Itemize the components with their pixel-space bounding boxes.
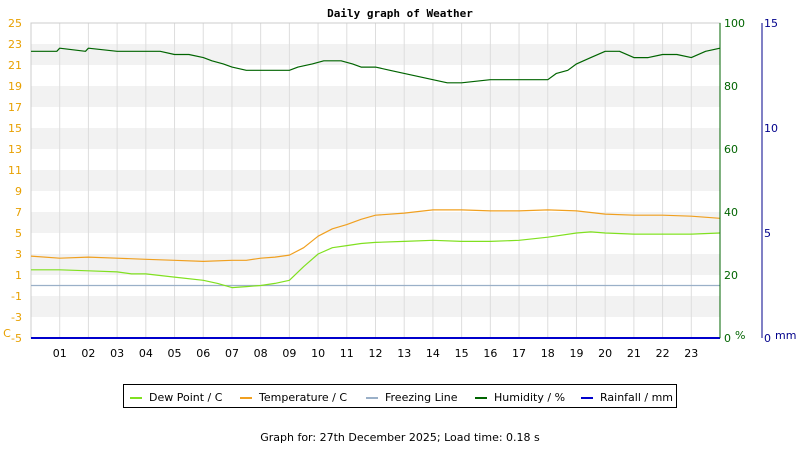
left-tick-label: 15	[8, 122, 22, 135]
x-tick-label: 12	[369, 347, 383, 360]
left-tick-label: 5	[15, 227, 22, 240]
legend-swatch-freezing-line	[366, 397, 378, 399]
series-line-temperature	[30, 209, 721, 262]
x-tick-label: 22	[656, 347, 670, 360]
x-tick-label: 01	[53, 347, 67, 360]
legend-swatch-temperature	[240, 397, 252, 399]
x-tick-label: 13	[397, 347, 411, 360]
legend-label-freezing-line: Freezing Line	[385, 391, 458, 404]
x-tick-label: 03	[110, 347, 124, 360]
left-tick-label: 23	[8, 38, 22, 51]
left-tick-label: 13	[8, 143, 22, 156]
x-tick-label: 23	[684, 347, 698, 360]
humidity-tick-label: 0	[724, 332, 731, 345]
legend-label-temperature: Temperature / C	[259, 391, 348, 404]
graph-footer: Graph for: 27th December 2025; Load time…	[260, 431, 540, 444]
x-tick-label: 17	[512, 347, 526, 360]
x-tick-label: 18	[541, 347, 555, 360]
legend-swatch-rainfall	[581, 397, 593, 399]
rainfall-tick-label: 0	[764, 332, 771, 345]
left-tick-label: 7	[15, 206, 22, 219]
legend-label-dew-point: Dew Point / C	[149, 391, 223, 404]
x-tick-label: 04	[139, 347, 153, 360]
legend: Dew Point / C Temperature / C Freezing L…	[123, 384, 677, 408]
legend-label-rainfall: Rainfall / mm	[600, 391, 674, 404]
left-tick-label: -1	[11, 290, 22, 303]
x-tick-label: 14	[426, 347, 440, 360]
rainfall-tick-label: 5	[764, 227, 771, 240]
x-tick-label: 20	[598, 347, 612, 360]
x-tick-label: 02	[81, 347, 95, 360]
left-tick-label: 21	[8, 59, 22, 72]
humidity-tick-label: 80	[724, 80, 738, 93]
x-tick-label: 21	[627, 347, 641, 360]
x-tick-label: 10	[311, 347, 325, 360]
left-tick-label: 19	[8, 80, 22, 93]
humidity-axis-unit: %	[735, 329, 745, 342]
humidity-tick-label: 20	[724, 269, 738, 282]
legend-swatch-dew-point	[130, 397, 142, 399]
left-tick-label: 11	[8, 164, 22, 177]
rainfall-tick-label: 10	[764, 122, 778, 135]
series-layer	[30, 47, 721, 339]
left-tick-label: 1	[15, 269, 22, 282]
chart-title: Daily graph of Weather	[327, 7, 473, 20]
series-line-dew-point	[31, 231, 721, 289]
left-tick-label: 17	[8, 101, 22, 114]
humidity-tick-label: 60	[724, 143, 738, 156]
left-tick-label: -3	[11, 311, 22, 324]
x-tick-label: 19	[569, 347, 583, 360]
left-axis-unit: C	[3, 327, 11, 340]
left-tick-label: 3	[15, 248, 22, 261]
x-tick-label: 07	[225, 347, 239, 360]
left-tick-label: 25	[8, 17, 22, 30]
rainfall-axis-unit: mm	[775, 329, 796, 342]
x-tick-label: 15	[455, 347, 469, 360]
rainfall-tick-label: 15	[764, 17, 778, 30]
x-tick-label: 16	[483, 347, 497, 360]
x-tick-label: 05	[168, 347, 182, 360]
humidity-tick-label: 100	[724, 17, 745, 30]
legend-label-humidity: Humidity / %	[494, 391, 566, 404]
humidity-tick-label: 40	[724, 206, 738, 219]
left-tick-label: 9	[15, 185, 22, 198]
left-tick-label: -5	[11, 332, 22, 345]
x-tick-label: 11	[340, 347, 354, 360]
x-tick-label: 09	[282, 347, 296, 360]
series-line-humidity	[31, 47, 721, 84]
legend-swatch-humidity	[475, 397, 487, 399]
x-tick-label: 08	[254, 347, 268, 360]
x-tick-label: 06	[196, 347, 210, 360]
